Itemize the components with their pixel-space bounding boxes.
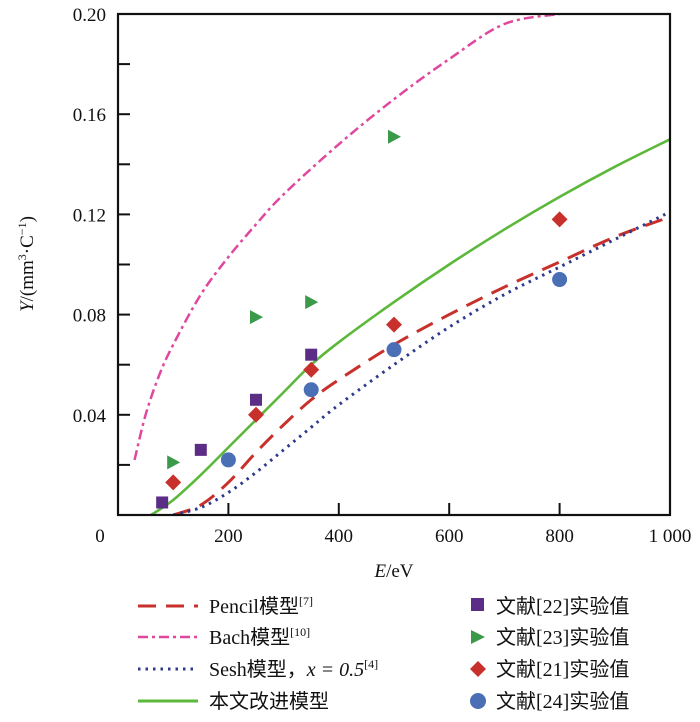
x-tick-label: 600	[435, 526, 464, 547]
legend-item-bach: Bach模型[10]	[138, 625, 310, 649]
legend-label-ref22: 文献[22]实验值	[496, 595, 629, 618]
x-tick-label: 0	[95, 526, 105, 547]
y-tick-label: 0.20	[73, 5, 106, 26]
svg-text:本文改进模型: 本文改进模型	[209, 690, 329, 713]
x-tick-label: 200	[214, 526, 243, 547]
y-tick-label: 0.04	[73, 406, 107, 427]
data-point-triangle-right	[250, 310, 263, 325]
data-point-triangle-right	[167, 455, 181, 470]
data-point-square	[305, 348, 318, 361]
ticks-layer: 0 200 400 600 800 1 000 0.04 0.08 0.12 0.16 0.20	[73, 5, 692, 547]
data-point-diamond	[551, 211, 568, 228]
legend-marker-circle	[470, 693, 486, 709]
data-point-circle	[303, 382, 319, 398]
series-layer	[133, 14, 670, 515]
data-point-square	[156, 496, 169, 509]
series-line-3	[150, 138, 670, 515]
y-tick-label: 0.12	[73, 205, 106, 226]
legend-item-ref21: 文献[21]实验值	[470, 658, 629, 681]
data-point-diamond	[165, 474, 182, 491]
legend-item-ref24: 文献[24]实验值	[470, 690, 629, 713]
y-tick-label: 0.08	[73, 306, 106, 327]
legend-item-ref22: 文献[22]实验值	[471, 595, 629, 618]
y-axis-title: Y/(mm3·C−1)	[15, 216, 38, 312]
x-axis-title: E/eV	[373, 561, 413, 582]
legend-label-bach: Bach模型	[209, 626, 290, 649]
data-point-square	[250, 393, 262, 406]
legend-item-improved: 本文改进模型	[138, 690, 329, 713]
legend-item-sesh: Sesh模型，x = 0.5[4]	[138, 657, 378, 681]
legend-item-pencil: Pencil模型[7]	[138, 594, 313, 618]
series-line-1	[133, 14, 560, 461]
data-point-triangle-right	[305, 295, 319, 310]
x-tick-label: 800	[545, 526, 574, 547]
x-tick-label: 1 000	[649, 526, 692, 547]
data-point-square	[194, 443, 207, 456]
x-tick-label: 400	[325, 526, 354, 547]
markers-layer	[156, 129, 568, 509]
data-point-diamond	[248, 406, 264, 423]
legend-label-ref21: 文献[21]实验值	[496, 658, 629, 681]
plot-frame	[116, 12, 672, 517]
svg-text:Pencil模型[7]: Pencil模型[7]	[209, 594, 313, 618]
svg-text:Sesh模型，x = 0.5[4]: Sesh模型，x = 0.5[4]	[209, 657, 378, 681]
y-tick-label: 0.16	[73, 105, 106, 126]
data-point-circle	[386, 342, 402, 358]
legend: Pencil模型[7] Bach模型[10] Sesh模型，x = 0.5[4]…	[138, 594, 629, 713]
svg-text:Bach模型[10]: Bach模型[10]	[209, 625, 310, 649]
legend-label-pencil: Pencil模型	[209, 595, 299, 618]
legend-label-sesh: Sesh模型，	[209, 658, 307, 681]
legend-marker-square	[471, 598, 484, 611]
legend-label-ref24: 文献[24]实验值	[496, 690, 629, 713]
legend-marker-triangle	[471, 630, 485, 644]
legend-marker-diamond	[470, 661, 486, 677]
data-point-circle	[220, 452, 236, 468]
data-point-circle	[552, 272, 568, 288]
data-point-diamond	[303, 361, 320, 378]
data-point-triangle-right	[388, 129, 401, 144]
legend-label-ref23: 文献[23]实验值	[496, 626, 629, 649]
data-point-diamond	[386, 316, 402, 333]
series-line-2	[172, 210, 670, 515]
series-line-0	[172, 215, 670, 515]
legend-label-improved: 本文改进模型	[209, 690, 329, 713]
legend-item-ref23: 文献[23]实验值	[471, 626, 629, 649]
